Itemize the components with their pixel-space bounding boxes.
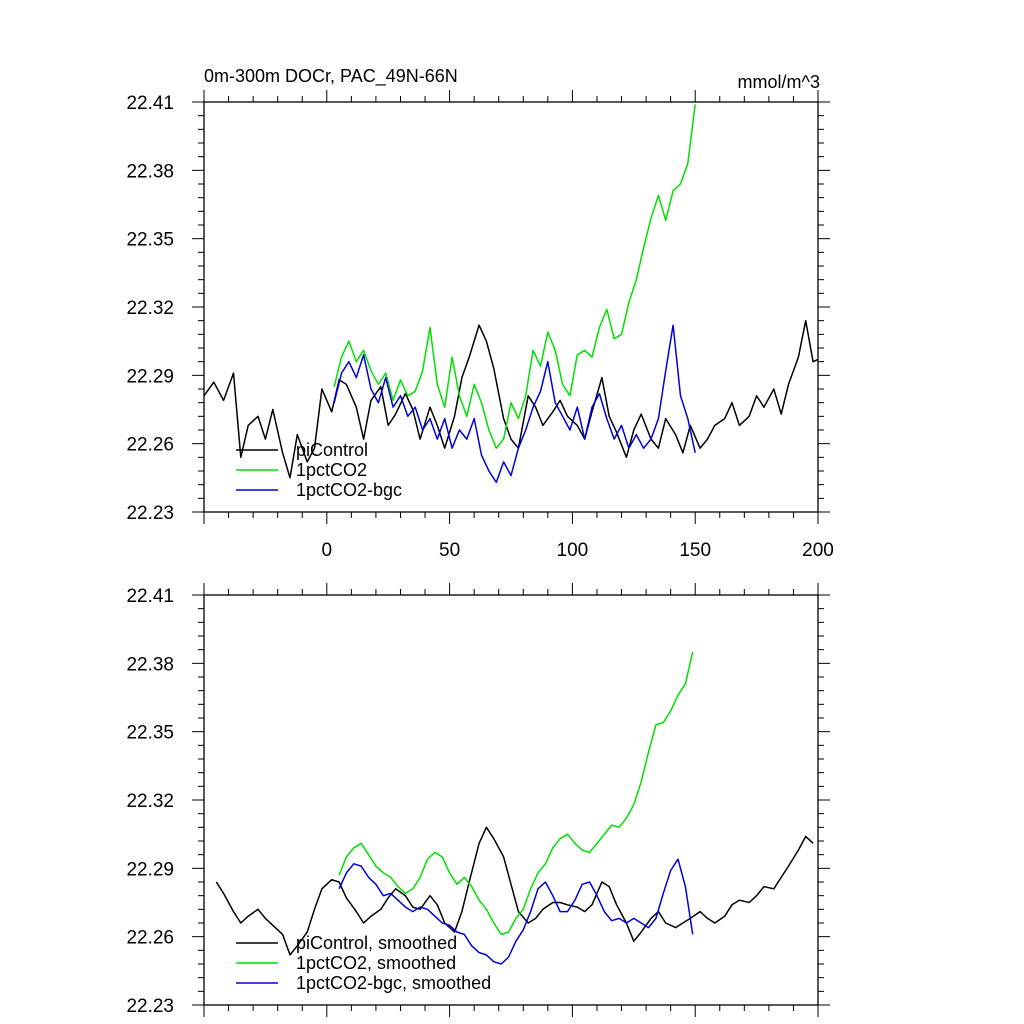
picontrol-smoothed-line: [215, 826, 814, 956]
x-tick-label: 50: [439, 540, 460, 561]
y-tick-label: 22.35: [126, 230, 174, 251]
1pctco2-smoothed-line: [338, 651, 694, 936]
1pctco2-bgc-line: [333, 324, 696, 484]
x-tick-label: 150: [679, 540, 711, 561]
bottom-series: [215, 651, 814, 965]
top-chart-units: mmol/m^3: [738, 72, 820, 92]
y-tick-label: 22.32: [126, 791, 174, 812]
top-series: [203, 104, 819, 484]
legend-label: 1pctCO2-bgc, smoothed: [296, 973, 491, 993]
bottom-ticks: 22.23 22.26 22.29 22.32 22.35 22.38 22.41: [126, 583, 830, 1017]
legend-label: 1pctCO2, smoothed: [296, 953, 456, 973]
1pctco2-line: [333, 104, 696, 449]
legend-label: 1pctCO2-bgc: [296, 480, 402, 500]
y-tick-label: 22.23: [126, 996, 174, 1017]
y-tick-label: 22.23: [126, 503, 174, 524]
legend-label: piControl, smoothed: [296, 933, 457, 953]
bottom-panel: 22.23 22.26 22.29 22.32 22.35 22.38 22.41 piCo…: [126, 583, 830, 1017]
y-tick-label: 22.29: [126, 859, 174, 880]
y-tick-label: 22.38: [126, 161, 174, 182]
top-ticks: 0 50 100 150 200 22.23 22.26 22.29 22.32 22.35 22.…: [126, 90, 834, 561]
1pctco2-bgc-smoothed-line: [338, 858, 694, 965]
y-tick-label: 22.26: [126, 435, 174, 456]
y-tick-label: 22.41: [126, 93, 174, 114]
x-tick-label: 0: [322, 540, 333, 561]
y-tick-label: 22.32: [126, 298, 174, 319]
y-tick-label: 22.35: [126, 723, 174, 744]
top-chart-title: 0m-300m DOCr, PAC_49N-66N: [204, 66, 458, 87]
picontrol-line: [203, 319, 819, 479]
legend-label: piControl: [296, 440, 368, 460]
y-tick-label: 22.26: [126, 928, 174, 949]
y-tick-label: 22.29: [126, 366, 174, 387]
x-tick-label: 100: [557, 540, 589, 561]
y-tick-label: 22.41: [126, 586, 174, 607]
x-tick-label: 200: [802, 540, 834, 561]
y-tick-label: 22.38: [126, 654, 174, 675]
legend-label: 1pctCO2: [296, 460, 367, 480]
top-panel: 0m-300m DOCr, PAC_49N-66N mmol/m^3 0 50 10…: [126, 66, 833, 561]
